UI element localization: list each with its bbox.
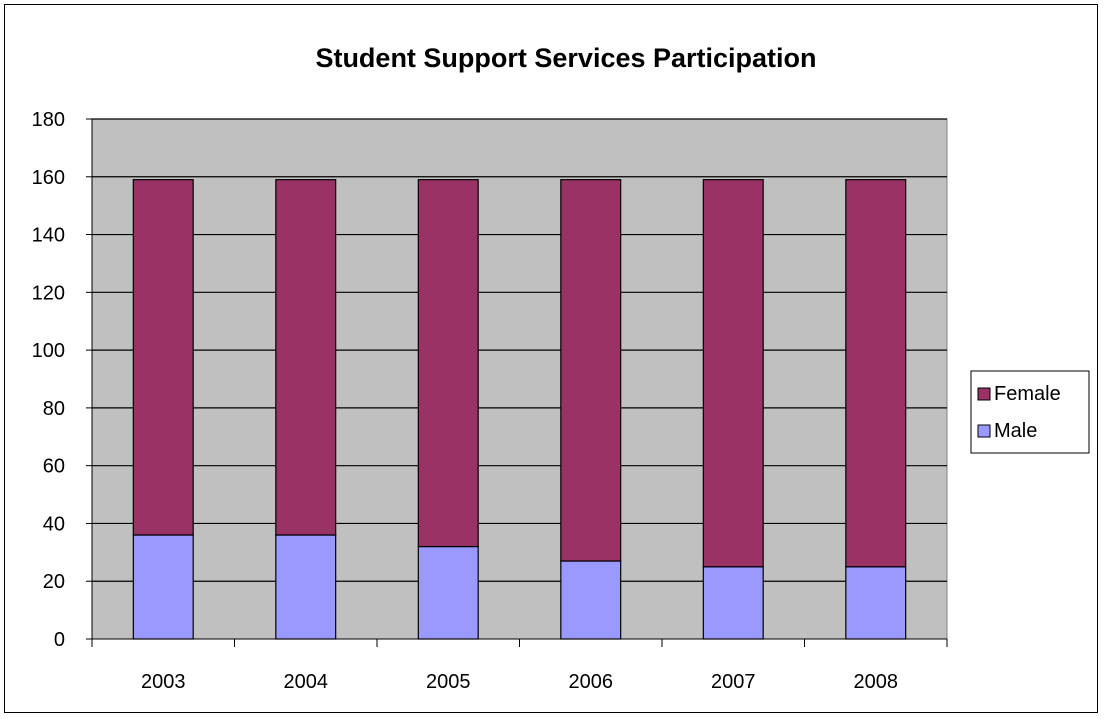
chart-frame: Student Support Services Participation 0… [4,4,1098,713]
bar-male-2006 [560,560,622,640]
legend-swatch-female [977,387,991,401]
y-tick-label: 160 [32,167,65,189]
y-tick-label: 100 [32,340,65,362]
y-tick-label: 60 [43,456,65,478]
y-tick-label: 0 [54,629,65,651]
chart-title: Student Support Services Participation [315,43,816,73]
bar-female-2007 [702,179,764,568]
bar-male-2004 [275,534,337,640]
y-tick-label: 20 [43,571,65,593]
legend-swatch-male [977,424,991,438]
x-tick-label: 2004 [284,671,329,693]
y-tick-label: 140 [32,225,65,247]
x-tick-label: 2005 [426,671,471,693]
x-tick-label: 2008 [854,671,899,693]
bar-female-2005 [417,179,479,548]
plot-area: 0 20 40 60 80 100 120 140 160 180 2003 2004 2005 2006… [32,109,948,693]
y-tick-label: 120 [32,282,65,304]
y-tick-label: 180 [32,109,65,131]
x-tick-label: 2006 [569,671,614,693]
legend-box [970,370,1090,454]
y-tick-label: 80 [43,398,65,420]
bar-female-2003 [132,179,194,536]
x-tick-label: 2003 [141,671,186,693]
bar-male-2003 [132,534,194,640]
legend-label-male: Male [994,420,1037,442]
bar-female-2004 [275,179,337,536]
bar-female-2008 [845,179,907,568]
legend: Female Male [970,370,1090,454]
y-tick-label: 40 [43,513,65,535]
bar-male-2008 [845,566,907,640]
legend-label-female: Female [994,383,1061,405]
chart: Student Support Services Participation 0… [32,43,1090,693]
x-tick-label: 2007 [711,671,756,693]
bar-female-2006 [560,179,622,562]
bar-male-2007 [702,566,764,640]
plot-background [91,118,948,640]
bar-male-2005 [417,545,479,640]
